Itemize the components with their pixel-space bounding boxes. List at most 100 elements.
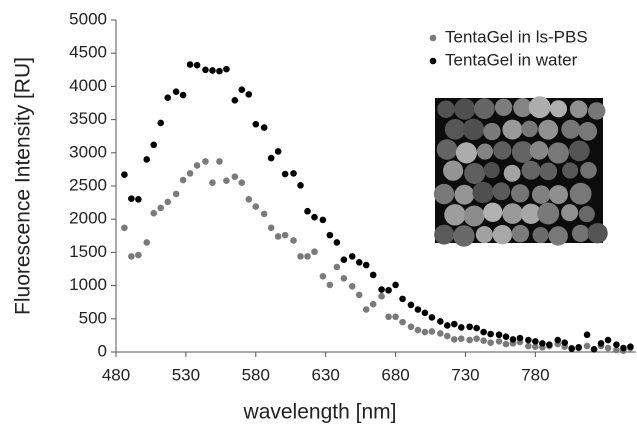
y-tick-label: 5000 xyxy=(69,9,107,28)
data-point xyxy=(128,195,135,202)
data-point xyxy=(304,207,311,215)
data-point xyxy=(223,65,230,73)
data-point xyxy=(502,333,510,341)
data-point xyxy=(202,66,209,74)
data-point xyxy=(193,162,201,169)
inset-bead xyxy=(587,222,608,244)
data-point xyxy=(348,282,356,290)
y-tick-label: 4500 xyxy=(69,43,107,62)
inset-bead xyxy=(537,202,560,225)
inset-bead xyxy=(531,185,551,204)
data-point xyxy=(385,313,392,321)
data-point xyxy=(216,67,223,75)
inset-bead xyxy=(444,204,466,226)
data-point xyxy=(319,216,327,224)
inset-photo xyxy=(433,96,608,247)
data-point xyxy=(150,209,158,217)
data-point xyxy=(487,330,494,338)
inset-bead xyxy=(532,226,549,244)
data-point xyxy=(487,339,494,347)
data-point xyxy=(613,346,620,354)
data-point xyxy=(450,336,458,343)
data-point xyxy=(399,318,406,326)
data-point xyxy=(407,301,415,309)
data-point xyxy=(172,190,180,198)
inset-bead xyxy=(454,184,475,205)
data-point xyxy=(561,339,569,347)
data-point xyxy=(480,328,487,336)
inset-bead xyxy=(455,142,478,164)
data-point xyxy=(121,224,128,232)
data-point xyxy=(172,88,180,96)
data-point xyxy=(260,210,268,218)
data-point xyxy=(252,120,260,128)
data-point xyxy=(355,259,363,266)
inset-bead xyxy=(578,122,598,141)
data-point xyxy=(473,335,480,343)
data-point xyxy=(326,281,334,289)
data-point xyxy=(546,341,553,348)
data-point xyxy=(179,176,187,184)
inset-bead xyxy=(569,100,588,119)
data-point xyxy=(443,322,451,329)
data-point xyxy=(539,340,546,347)
data-point xyxy=(414,306,422,313)
inset-bead xyxy=(528,96,551,119)
inset-bead xyxy=(510,184,530,203)
data-point xyxy=(575,344,582,351)
y-axis-title: Fluorescence Intensity [RU] xyxy=(12,57,35,315)
inset-bead xyxy=(454,98,476,120)
inset-bead xyxy=(453,225,475,247)
inset-bead xyxy=(483,162,500,179)
x-tick-label: 630 xyxy=(311,365,339,384)
inset-bead xyxy=(548,185,568,205)
y-tick-label: 2000 xyxy=(69,209,107,228)
inset-bead xyxy=(578,206,595,223)
inset-bead xyxy=(562,162,579,179)
inset-bead xyxy=(503,164,521,182)
inset-bead xyxy=(474,98,495,119)
data-point xyxy=(516,334,524,342)
data-point xyxy=(604,336,612,344)
data-point xyxy=(202,158,209,165)
data-point xyxy=(290,170,297,177)
x-tick-label: 680 xyxy=(381,365,409,384)
inset-bead xyxy=(511,141,534,163)
legend-label: TentaGel in ls-PBS xyxy=(445,27,588,46)
data-point xyxy=(502,340,510,348)
data-point xyxy=(450,320,458,328)
inset-bead xyxy=(569,182,592,205)
data-point xyxy=(209,179,216,186)
inset-bead xyxy=(547,142,569,164)
data-point xyxy=(525,342,532,350)
data-point xyxy=(583,342,591,350)
data-point xyxy=(509,336,517,343)
data-point xyxy=(495,331,503,339)
data-point xyxy=(274,233,282,240)
x-tick-label: 580 xyxy=(242,365,270,384)
inset-bead xyxy=(511,224,530,243)
data-point xyxy=(290,237,297,244)
data-point xyxy=(532,338,539,345)
y-tick-label: 2500 xyxy=(69,175,107,194)
inset-bead xyxy=(443,160,464,181)
data-point xyxy=(326,231,334,239)
inset-bead xyxy=(444,119,466,140)
data-point xyxy=(231,97,239,104)
data-point xyxy=(348,253,356,260)
data-point xyxy=(392,281,399,289)
data-point xyxy=(414,326,422,334)
data-point xyxy=(297,253,304,260)
data-point xyxy=(157,204,165,212)
inset-bead xyxy=(483,202,503,222)
data-point xyxy=(231,173,239,181)
data-point xyxy=(135,195,142,203)
data-point xyxy=(443,332,451,340)
inset-bead xyxy=(433,183,455,205)
data-point xyxy=(238,179,246,186)
data-point xyxy=(311,213,318,221)
data-point xyxy=(216,158,223,165)
data-point xyxy=(568,345,575,352)
data-point xyxy=(297,182,304,189)
data-point xyxy=(340,274,348,282)
